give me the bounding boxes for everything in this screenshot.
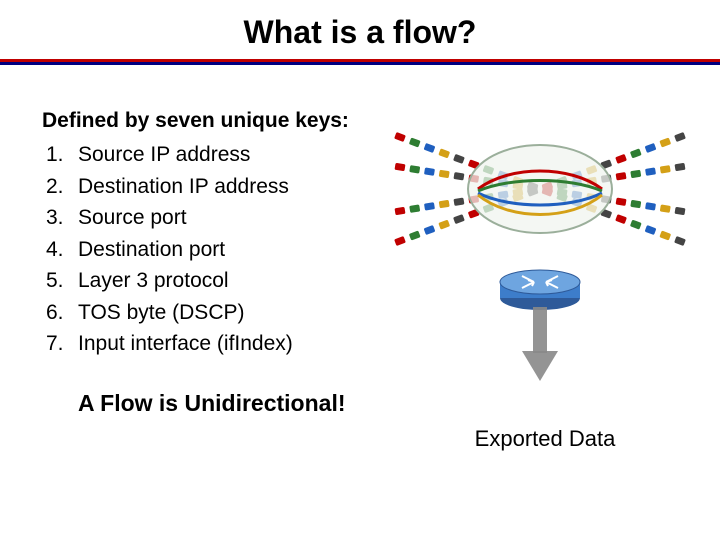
definition-heading: Defined by seven unique keys:: [42, 109, 390, 133]
item-number: 6.: [44, 297, 78, 329]
item-number: 1.: [44, 139, 78, 171]
list-item: 1.Source IP address: [44, 139, 390, 171]
magnifier-lens-icon: [468, 145, 612, 233]
item-number: 5.: [44, 265, 78, 297]
callout-text: A Flow is Unidirectional!: [78, 390, 390, 417]
flow-diagram-icon: [390, 109, 690, 389]
router-icon: [500, 270, 580, 310]
item-number: 3.: [44, 202, 78, 234]
list-item: 5.Layer 3 protocol: [44, 265, 390, 297]
title-underline: [0, 59, 720, 65]
keys-section: Defined by seven unique keys: 1.Source I…: [42, 109, 390, 452]
item-text: Destination port: [78, 234, 390, 266]
exported-data-label: Exported Data: [400, 426, 690, 452]
page-title: What is a flow?: [0, 0, 720, 59]
item-text: Source IP address: [78, 139, 390, 171]
item-text: TOS byte (DSCP): [78, 297, 390, 329]
item-text: Destination IP address: [78, 171, 390, 203]
export-arrow-icon: [522, 307, 558, 381]
diagram-section: Exported Data: [390, 109, 690, 452]
content-area: Defined by seven unique keys: 1.Source I…: [0, 67, 720, 452]
keys-list: 1.Source IP address 2.Destination IP add…: [42, 139, 390, 360]
list-item: 7.Input interface (ifIndex): [44, 328, 390, 360]
list-item: 3.Source port: [44, 202, 390, 234]
list-item: 4.Destination port: [44, 234, 390, 266]
list-item: 6.TOS byte (DSCP): [44, 297, 390, 329]
item-text: Source port: [78, 202, 390, 234]
item-number: 4.: [44, 234, 78, 266]
item-number: 7.: [44, 328, 78, 360]
item-text: Layer 3 protocol: [78, 265, 390, 297]
item-number: 2.: [44, 171, 78, 203]
item-text: Input interface (ifIndex): [78, 328, 390, 360]
list-item: 2.Destination IP address: [44, 171, 390, 203]
